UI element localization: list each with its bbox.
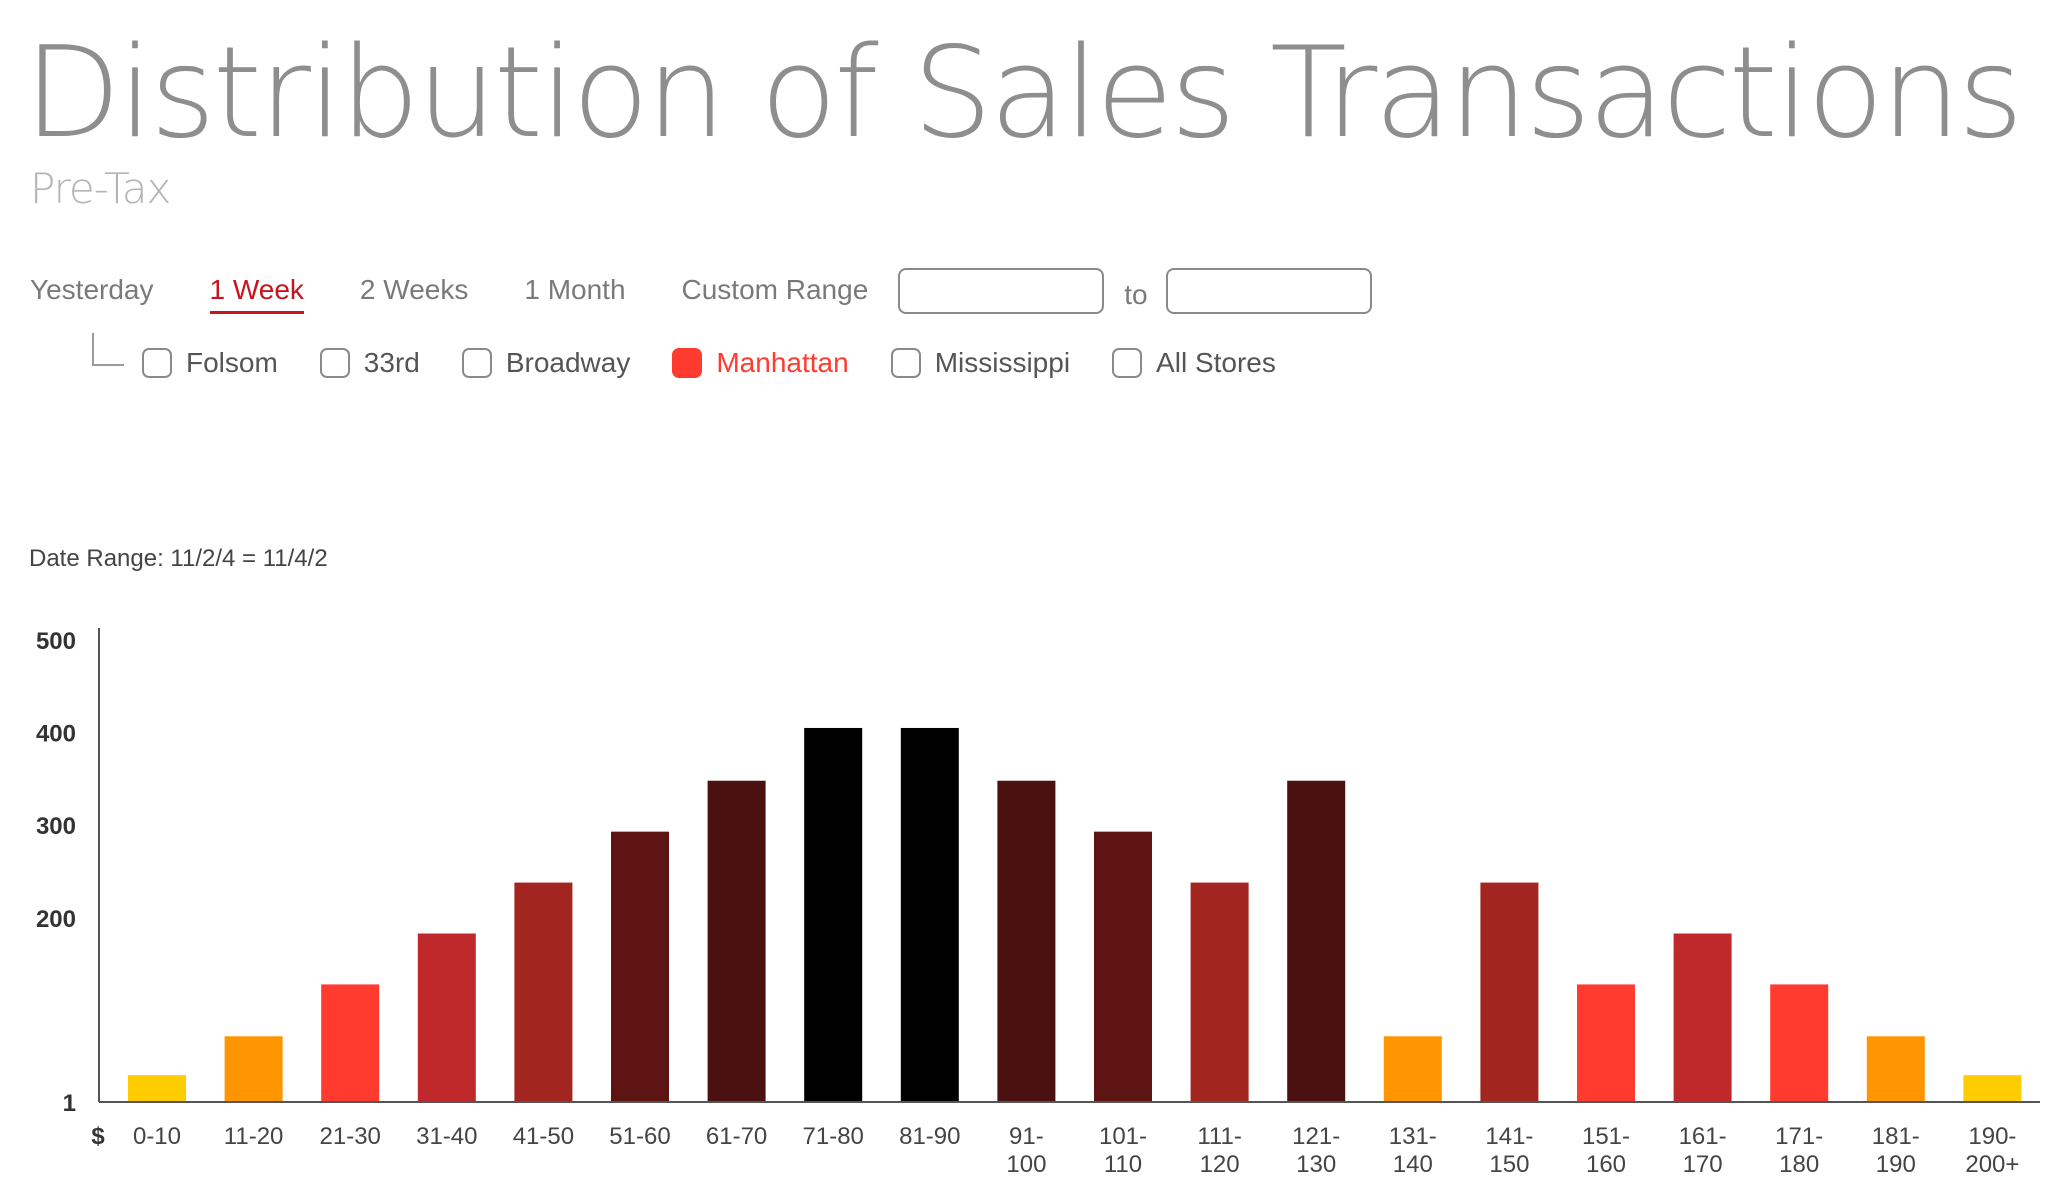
store-manhattan[interactable]: Manhattan — [672, 347, 848, 379]
x-tick-label: 91- — [1009, 1123, 1044, 1150]
x-tick-label: 130 — [1296, 1151, 1336, 1178]
x-tick-label: 170 — [1683, 1151, 1723, 1178]
bar-81-90 — [901, 728, 959, 1102]
bar-11-20 — [225, 1036, 283, 1102]
bars — [128, 728, 2021, 1102]
all-stores-checkbox[interactable] — [1112, 348, 1142, 378]
bar-51-60 — [611, 832, 669, 1102]
bar-71-80 — [804, 728, 862, 1102]
y-axis: 1 200 300 400 500 — [36, 628, 99, 1117]
x-tick-label: 141- — [1485, 1123, 1533, 1150]
page-subtitle: Pre-Tax — [30, 164, 170, 213]
store-broadway[interactable]: Broadway — [462, 347, 631, 379]
x-tick-label: 11-20 — [224, 1123, 284, 1150]
x-tick-label: 81-90 — [899, 1123, 960, 1150]
store-label: Mississippi — [935, 347, 1070, 379]
sales-distribution-chart: 1 200 300 400 500 $0-10 11-20 21-30 31-40 41-50 5… — [0, 600, 2046, 1204]
x-tick-label: 190- — [1968, 1123, 2016, 1150]
tab-1-week[interactable]: 1 Week — [210, 268, 304, 314]
x-tick-label: 140 — [1393, 1151, 1433, 1178]
bar-111-120 — [1191, 883, 1249, 1102]
folsom-checkbox[interactable] — [142, 348, 172, 378]
x-tick-label: 21-30 — [320, 1123, 381, 1150]
x-tick-label: 160 — [1586, 1151, 1626, 1178]
date-range-selector: Yesterday 1 Week 2 Weeks 1 Month Custom … — [30, 268, 1372, 314]
bar-190-200+ — [1963, 1075, 2021, 1102]
x-tick-label: 120 — [1200, 1151, 1240, 1178]
bar-101-110 — [1094, 832, 1152, 1102]
custom-range-to-label: to — [1124, 279, 1147, 311]
manhattan-checkbox[interactable] — [672, 348, 702, 378]
x-tick-label: 151- — [1582, 1123, 1630, 1150]
store-filter: Folsom 33rd Broadway Manhattan Mississip… — [142, 345, 1318, 381]
store-mississippi[interactable]: Mississippi — [891, 347, 1070, 379]
x-tick-label: 150 — [1489, 1151, 1529, 1178]
currency-label: $ — [91, 1123, 105, 1150]
y-tick-label: 400 — [36, 721, 76, 748]
bar-0-10 — [128, 1075, 186, 1102]
x-tick-label: 31-40 — [416, 1123, 477, 1150]
x-tick-label: 41-50 — [513, 1123, 574, 1150]
bar-121-130 — [1287, 781, 1345, 1102]
date-range-label: Date Range: 11/2/4 = 11/4/2 — [29, 545, 328, 573]
x-tick-label: 51-60 — [609, 1123, 670, 1150]
x-tick-label: 111- — [1197, 1123, 1241, 1150]
store-label: All Stores — [1156, 347, 1276, 379]
tab-2-weeks[interactable]: 2 Weeks — [360, 268, 468, 314]
x-tick-label: 180 — [1779, 1151, 1819, 1178]
y-tick-label: 300 — [36, 813, 76, 840]
tab-custom-range[interactable]: Custom Range — [682, 268, 869, 314]
33rd-checkbox[interactable] — [320, 348, 350, 378]
bar-131-140 — [1384, 1036, 1442, 1102]
bar-141-150 — [1480, 883, 1538, 1102]
x-tick-label: 101- — [1099, 1123, 1147, 1150]
store-folsom[interactable]: Folsom — [142, 347, 278, 379]
x-tick-label: 200+ — [1965, 1151, 2019, 1178]
store-label: Manhattan — [716, 347, 848, 379]
x-tick-label: 110 — [1104, 1151, 1142, 1178]
y-tick-label: 200 — [36, 906, 76, 933]
bar-31-40 — [418, 933, 476, 1102]
bar-181-190 — [1867, 1036, 1925, 1102]
tab-1-month[interactable]: 1 Month — [524, 268, 625, 314]
store-label: Folsom — [186, 347, 278, 379]
mississippi-checkbox[interactable] — [891, 348, 921, 378]
custom-range-start-input[interactable] — [898, 268, 1104, 314]
store-33rd[interactable]: 33rd — [320, 347, 420, 379]
x-tick-label: 100 — [1006, 1151, 1046, 1178]
connector-elbow — [92, 333, 124, 366]
x-tick-label: 121- — [1292, 1123, 1340, 1150]
x-tick-label: 61-70 — [706, 1123, 767, 1150]
bar-41-50 — [514, 883, 572, 1102]
custom-range-end-input[interactable] — [1166, 268, 1372, 314]
bar-151-160 — [1577, 984, 1635, 1102]
x-tick-label: 71-80 — [803, 1123, 864, 1150]
page-title: Distribution of Sales Transactions — [24, 18, 2021, 168]
bar-171-180 — [1770, 984, 1828, 1102]
store-label: 33rd — [364, 347, 420, 379]
store-all-stores[interactable]: All Stores — [1112, 347, 1276, 379]
bar-91-100 — [997, 781, 1055, 1102]
x-tick-label: 161- — [1679, 1123, 1727, 1150]
x-tick-label: 190 — [1876, 1151, 1916, 1178]
bar-61-70 — [708, 781, 766, 1102]
x-tick-label: 171- — [1775, 1123, 1823, 1150]
y-tick-label: 1 — [63, 1090, 76, 1117]
store-label: Broadway — [506, 347, 631, 379]
broadway-checkbox[interactable] — [462, 348, 492, 378]
y-tick-label: 500 — [36, 628, 76, 655]
x-axis: $0-10 11-20 21-30 31-40 41-50 51-60 61-70 71-80… — [91, 1102, 2040, 1178]
tab-yesterday[interactable]: Yesterday — [30, 268, 154, 314]
x-tick-label: 131- — [1389, 1123, 1437, 1150]
bar-161-170 — [1674, 933, 1732, 1102]
bar-21-30 — [321, 984, 379, 1102]
x-tick-label: 181- — [1872, 1123, 1920, 1150]
x-tick-label: 0-10 — [133, 1123, 181, 1150]
